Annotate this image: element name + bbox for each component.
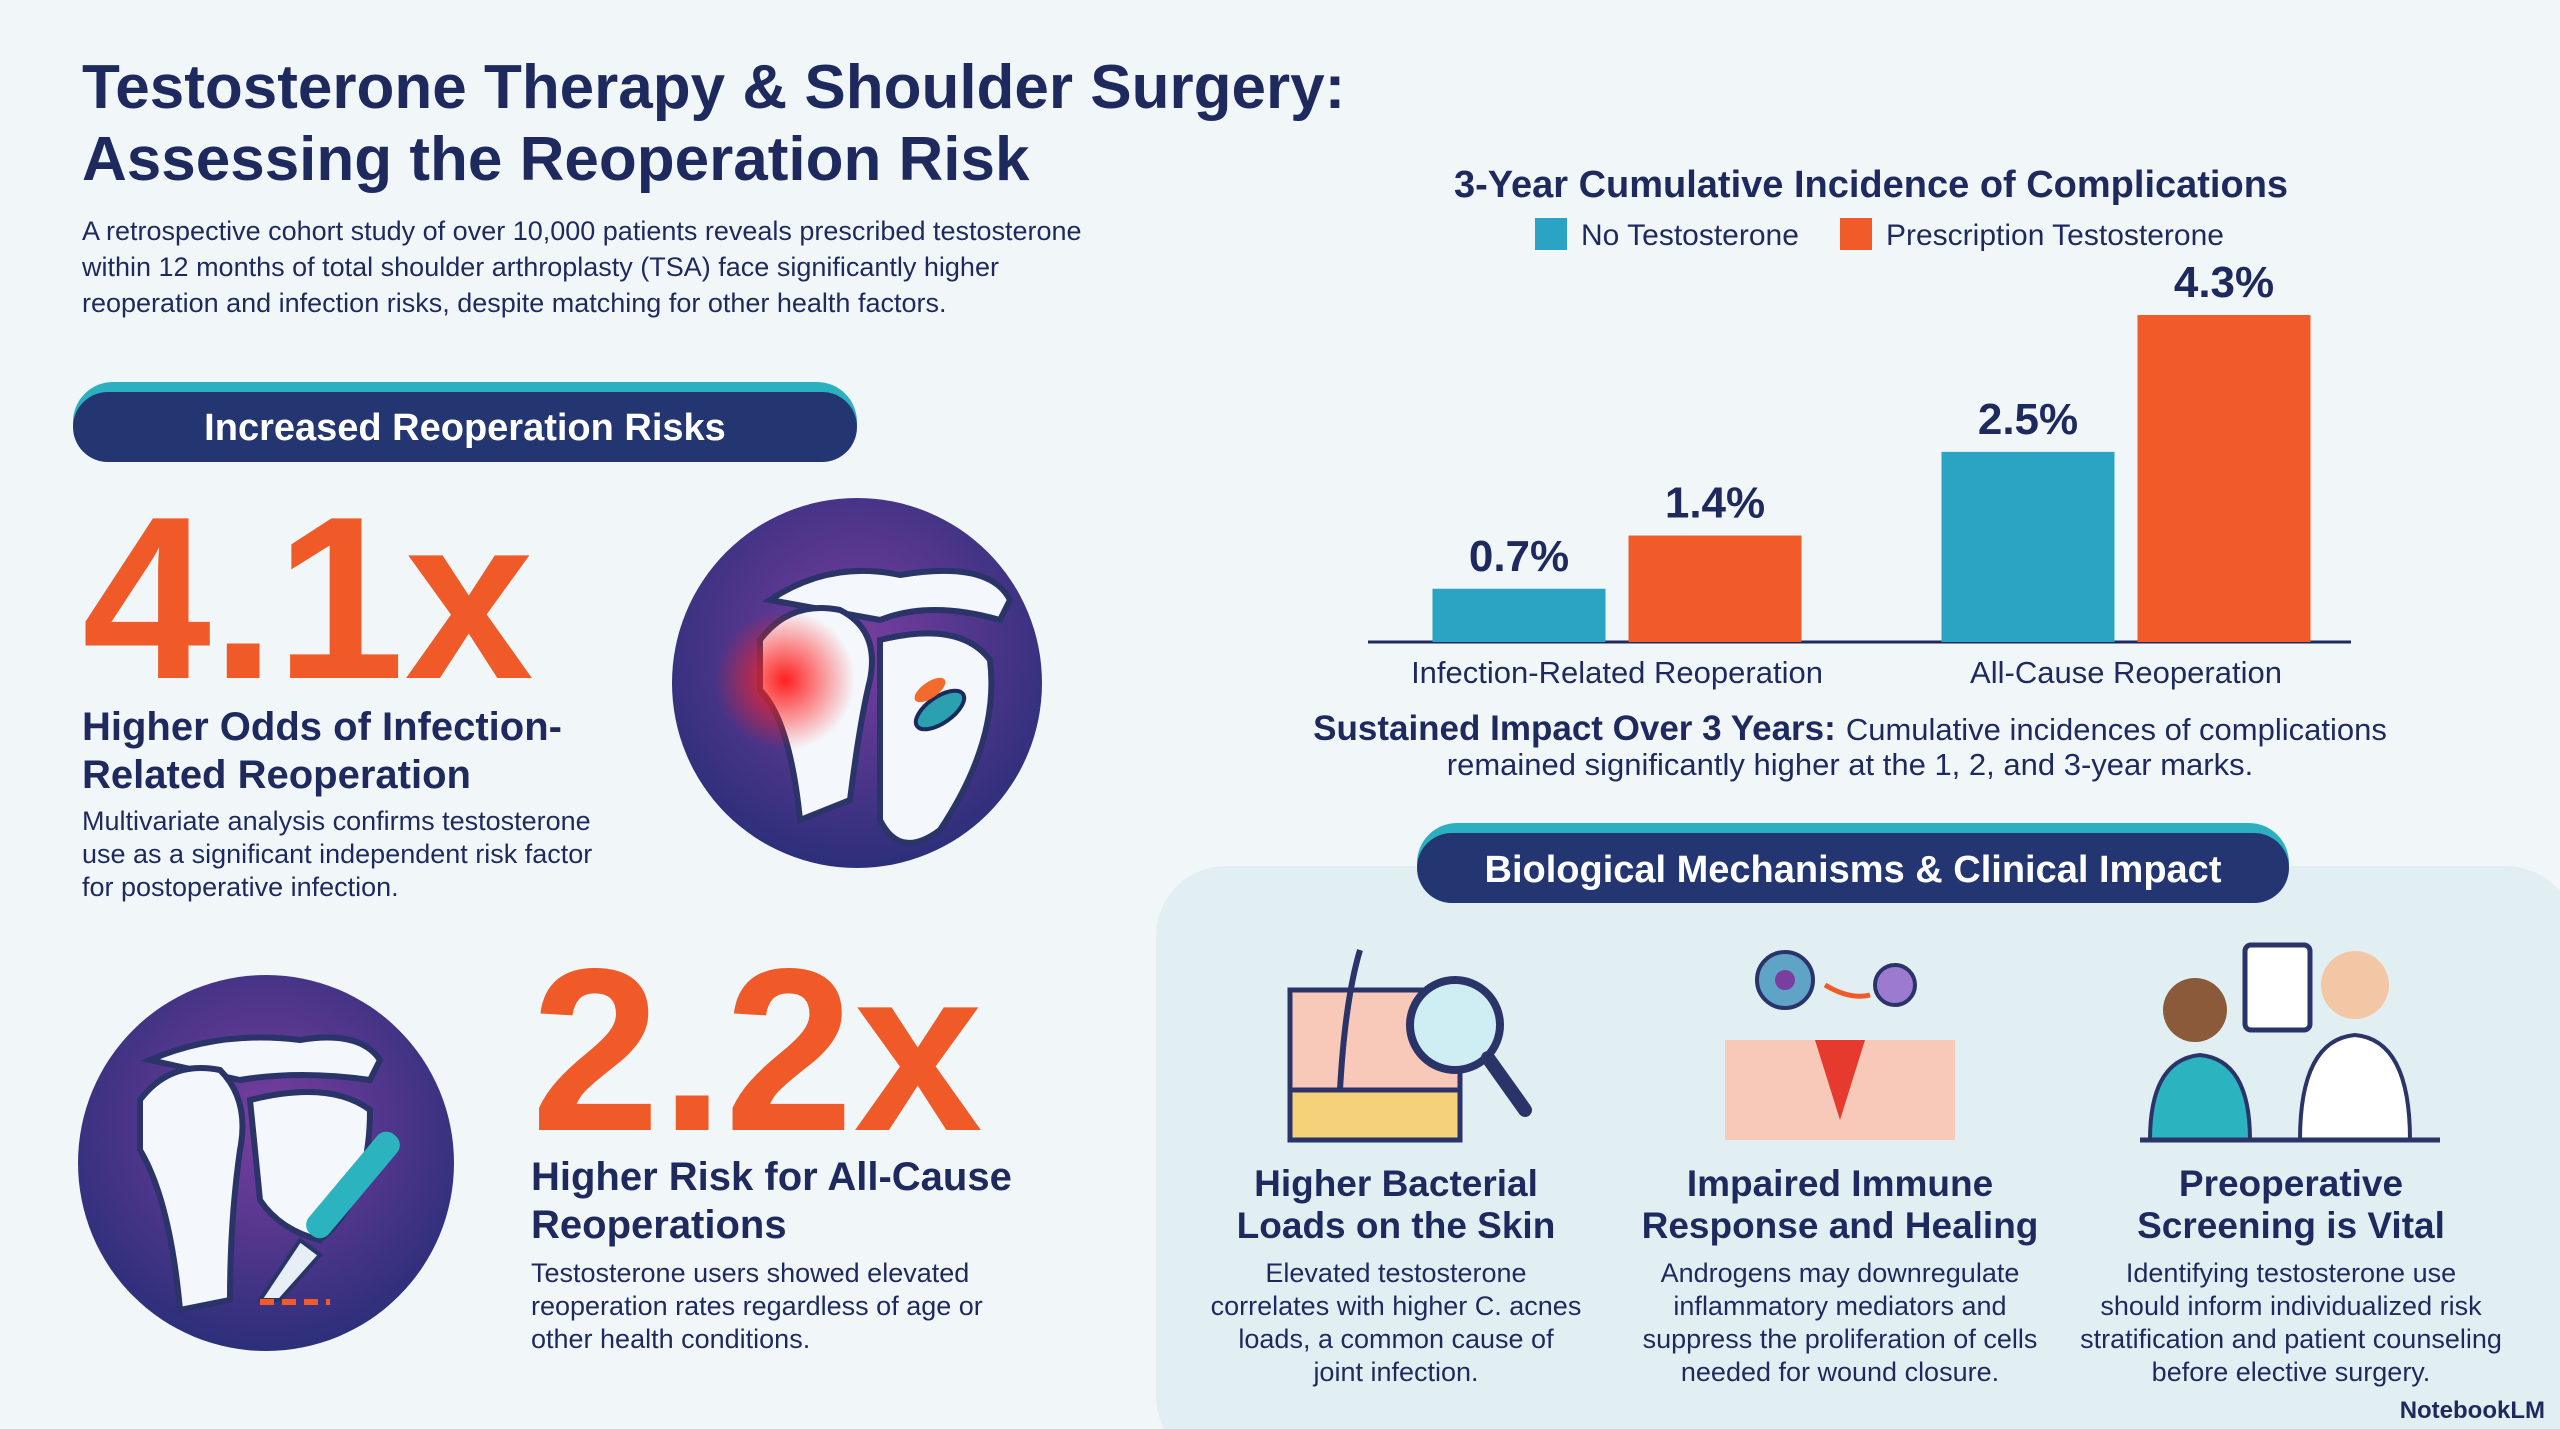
brand: NotebookLM: [2400, 1397, 2545, 1424]
bar: [1432, 588, 1606, 642]
subtitle: reoperation and infection risks, despite…: [82, 288, 946, 318]
risk-title: Related Reoperation: [82, 753, 471, 797]
title: Testosterone Therapy & Shoulder Surgery:: [82, 53, 1345, 122]
mechanism-title: Loads on the Skin: [1237, 1205, 1556, 1246]
skin-icon: [1287, 949, 1532, 1143]
legend-swatch: [1535, 218, 1567, 250]
mechanism-body: stratification and patient counseling: [2080, 1324, 2502, 1354]
risk-stat: 4.1x: [82, 469, 534, 728]
subtitle: within 12 months of total shoulder arthr…: [81, 252, 999, 282]
chart-note-bold: Sustained Impact Over 3 Years:: [1313, 709, 1836, 748]
legend-label: Prescription Testosterone: [1886, 219, 2224, 252]
value-label: 2.5%: [1978, 395, 2078, 444]
mechanism-body: inflammatory mediators and: [1673, 1291, 2006, 1321]
chart-note: Sustained Impact Over 3 Years: Cumulative…: [1313, 709, 2387, 748]
mechanism-body: Elevated testosterone: [1265, 1258, 1526, 1288]
risk-body: Testosterone users showed elevated: [531, 1258, 969, 1288]
mechanism-body: should inform individualized risk: [2100, 1291, 2482, 1321]
mechanism-body: suppress the proliferation of cells: [1643, 1324, 2038, 1354]
value-label: 4.3%: [2174, 258, 2274, 307]
risk-body: for postoperative infection.: [82, 872, 399, 902]
value-label: 1.4%: [1665, 479, 1765, 528]
mechanism-title: Screening is Vital: [2137, 1205, 2445, 1246]
category-label: Infection-Related Reoperation: [1411, 655, 1823, 690]
screening-icon: [2140, 942, 2440, 1143]
chart-note-text: Cumulative incidences of complications: [1846, 712, 2387, 747]
mechanism-body: Androgens may downregulate: [1661, 1258, 2020, 1288]
risk-title: Higher Risk for All-Cause: [531, 1155, 1012, 1199]
mechanism-body: loads, a common cause of: [1238, 1324, 1554, 1354]
mechanism-title: Higher Bacterial: [1254, 1163, 1538, 1204]
bar-chart: 3-Year Cumulative Incidence of Complicat…: [1368, 164, 2351, 690]
title: Assessing the Reoperation Risk: [82, 125, 1030, 194]
texts: Testosterone Therapy & Shoulder Surgery:…: [81, 53, 2545, 1424]
mechanism-body: joint infection.: [1312, 1357, 1478, 1387]
mechanism-heading: Biological Mechanisms & Clinical Impact: [1485, 849, 2222, 891]
mechanism-body: correlates with higher C. acnes: [1211, 1291, 1582, 1321]
chart-title: 3-Year Cumulative Incidence of Complicat…: [1454, 164, 2288, 206]
shoulder-scalpel-illustration: [78, 975, 454, 1351]
risk-body: use as a significant independent risk fa…: [82, 839, 592, 869]
risk-title: Reoperations: [531, 1203, 787, 1247]
bar: [1941, 451, 2115, 642]
risk-body: Multivariate analysis confirms testoster…: [82, 806, 591, 836]
risk-stat: 2.2x: [531, 921, 983, 1180]
mechanism-title: Preoperative: [2179, 1163, 2403, 1204]
risk-body: reoperation rates regardless of age or: [531, 1291, 983, 1321]
bar: [1628, 535, 1802, 642]
value-label: 0.7%: [1469, 532, 1569, 581]
risk-heading: Increased Reoperation Risks: [204, 407, 726, 449]
mechanism-body: before elective surgery.: [2152, 1357, 2431, 1387]
subtitle: A retrospective cohort study of over 10,…: [82, 216, 1082, 246]
shoulder-infection-illustration: [672, 498, 1042, 868]
legend-swatch: [1840, 218, 1872, 250]
immune-icon: [1725, 950, 1955, 1140]
risk-title: Higher Odds of Infection-: [82, 705, 562, 749]
mechanism-title: Impaired Immune: [1687, 1163, 1993, 1204]
chart-note-text: remained significantly higher at the 1, …: [1447, 747, 2253, 782]
mechanism-body: needed for wound closure.: [1681, 1357, 1999, 1387]
bar: [2137, 315, 2311, 642]
legend-label: No Testosterone: [1581, 219, 1799, 252]
risk-body: other health conditions.: [531, 1324, 810, 1354]
category-label: All-Cause Reoperation: [1970, 655, 2282, 690]
mechanism-title: Response and Healing: [1642, 1205, 2039, 1246]
mechanism-pill: [1417, 823, 2289, 903]
mechanism-body: Identifying testosterone use: [2126, 1258, 2456, 1288]
risk-pill: [73, 382, 857, 462]
